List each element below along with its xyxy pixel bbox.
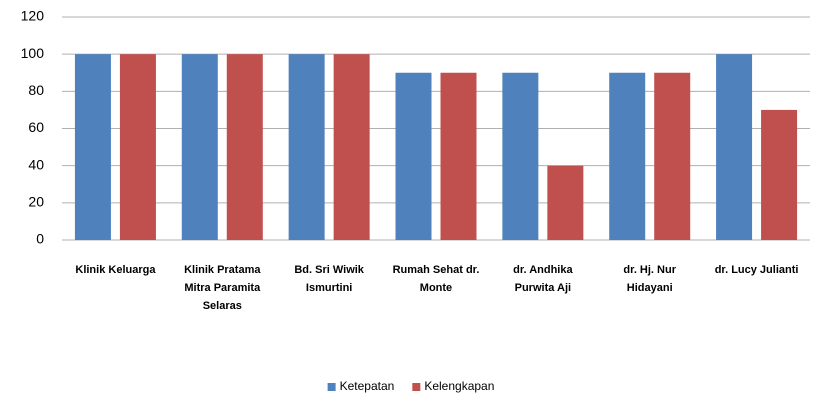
bar [502,72,539,240]
bar [395,72,432,240]
y-tick-label: 40 [28,156,44,172]
legend-label: Kelengkapan [424,379,494,393]
x-tick-label: dr. Lucy Julianti [715,264,799,276]
x-tick-label: dr. Andhika Purwita Aji [513,264,573,294]
x-tick-label: Rumah Sehat dr. Monte [393,264,480,294]
y-tick-label: 20 [28,194,44,210]
legend-label: Ketepatan [340,379,395,393]
y-tick-label: 100 [21,45,45,61]
bar [547,165,584,240]
y-tick-label: 80 [28,82,44,98]
bar [654,72,691,240]
bar [288,54,325,240]
bar [74,54,111,240]
y-tick-label: 0 [36,231,44,247]
bar [440,72,477,240]
legend-swatch [412,383,421,391]
legend-swatch [327,383,336,391]
x-tick-label: Bd. Sri Wiwik Ismurtini [294,264,364,294]
y-tick-label: 120 [21,8,45,24]
bar [181,54,218,240]
bar [761,109,798,241]
bar [226,54,263,240]
bar [609,72,646,240]
bar [119,54,156,240]
x-tick-label: Klinik Pratama Mitra Paramita Selaras [184,264,261,312]
x-tick-label: dr. Hj. Nur Hidayani [623,264,676,294]
bar [333,54,370,240]
x-tick-label: Klinik Keluarga [75,264,156,276]
y-tick-label: 60 [28,119,44,135]
bar [716,54,753,240]
